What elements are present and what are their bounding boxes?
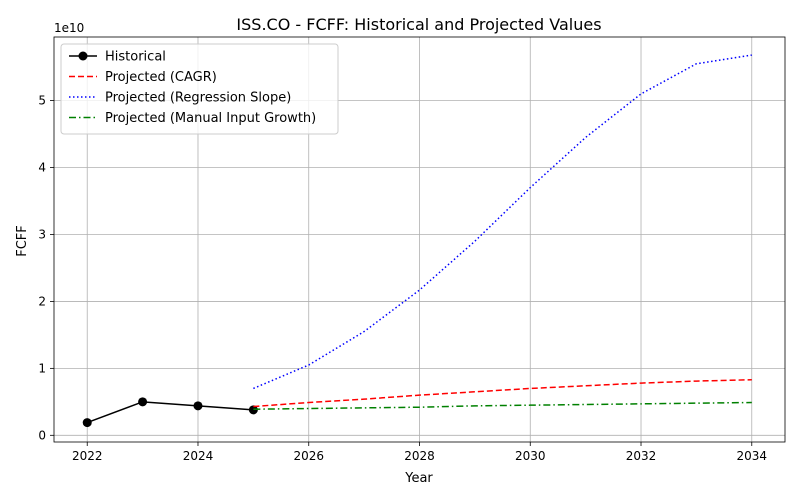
y-axis-label: FCFF [15, 225, 30, 257]
x-tick-label: 2028 [404, 449, 435, 463]
legend-label: Projected (CAGR) [105, 70, 217, 85]
series-line-projected-regression-slope [253, 54, 752, 390]
series-line-projected-manual-input-growth [253, 401, 752, 410]
legend-label: Historical [105, 50, 166, 65]
legend-marker [78, 51, 88, 61]
data-point [248, 405, 258, 415]
data-point [193, 401, 203, 411]
x-axis-label: Year [404, 471, 433, 486]
legend-entry: Projected (CAGR) [69, 70, 217, 85]
legend-entry: Projected (Manual Input Growth) [69, 111, 316, 126]
series-line-projected-cagr [253, 378, 752, 408]
legend: Historical Projected (CAGR) Projected (Reg… [60, 43, 339, 135]
x-tick-label: 2030 [515, 449, 546, 463]
x-tick-label: 2034 [736, 449, 767, 463]
x-tick-label: 2024 [183, 449, 214, 463]
series-historical [82, 397, 258, 428]
series-projected-cagr [253, 378, 752, 408]
series-projected-regression-slope [253, 54, 752, 390]
x-tick-label: 2032 [626, 449, 657, 463]
legend-box [60, 43, 339, 135]
y-offset-text: 1e10 [54, 21, 84, 35]
y-tick-label: 3 [38, 227, 46, 241]
x-tick-label: 2022 [72, 449, 103, 463]
data-point [82, 418, 92, 428]
legend-entry: Historical [69, 50, 166, 65]
y-tick-label: 1 [38, 361, 46, 375]
y-tick-label: 2 [38, 294, 46, 308]
y-tick-label: 4 [38, 161, 46, 175]
chart-title: ISS.CO - FCFF: Historical and Projected … [236, 15, 601, 34]
series-projected-manual-input-growth [253, 401, 752, 410]
x-tick-label: 2026 [293, 449, 324, 463]
y-tick-label: 5 [38, 94, 46, 108]
axis-ticks: 2022 2024 2026 2028 2030 2032 2034 0 1 2 3 4 5 [38, 94, 767, 463]
legend-entry: Projected (Regression Slope) [69, 91, 291, 106]
series-line-historical [86, 401, 254, 424]
legend-label: Projected (Regression Slope) [105, 91, 291, 106]
legend-label: Projected (Manual Input Growth) [105, 111, 316, 126]
y-tick-label: 0 [38, 428, 46, 442]
data-point [138, 397, 148, 407]
series-layer [82, 54, 752, 428]
